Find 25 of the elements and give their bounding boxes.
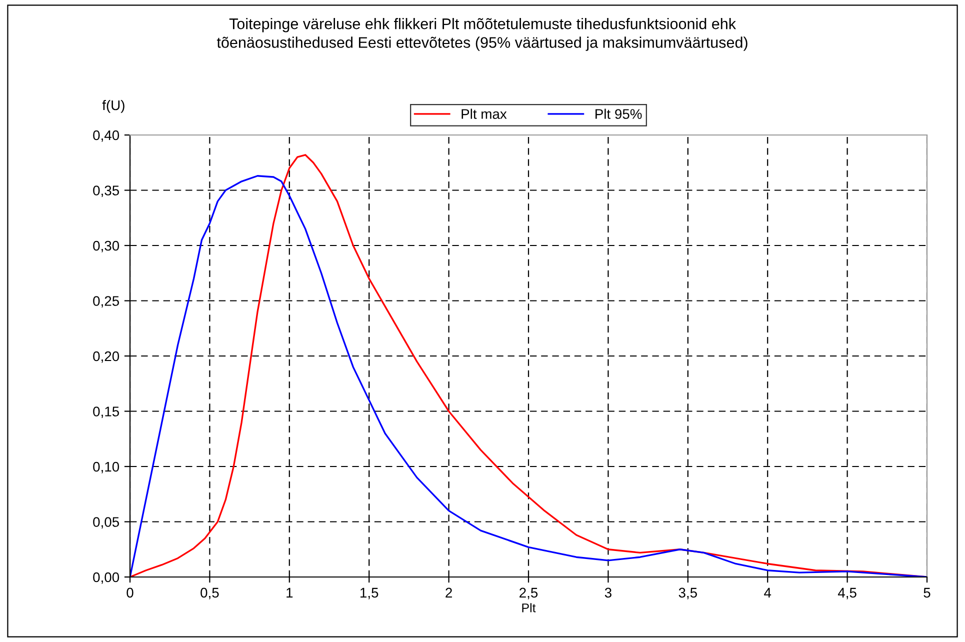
x-tick-label: 3,5	[678, 588, 697, 600]
y-tick-label: 0,05	[93, 517, 120, 529]
x-tick-label: 1	[286, 588, 293, 598]
x-tick-label: 2	[446, 588, 452, 598]
x-tick-label: 2,5	[520, 588, 538, 600]
chart-title: Toitepinge väreluse ehk flikkeri Plt mõõtetulemuste tihedusfunktsioonid ehk tõenäosustihedused Eesti ettevõtetes (95% väärtused ja maksimumväärtused)	[216, 18, 748, 51]
x-tick-label: 4,5	[838, 588, 856, 600]
x-tick-label: 3	[604, 588, 612, 598]
y-tick-label: 0,25	[93, 296, 120, 308]
x-tick-label: 0	[126, 588, 134, 598]
y-tick-label: 0,40	[93, 130, 120, 142]
x-tick-label: 1,5	[360, 588, 378, 600]
legend-label: Plt 95%	[596, 108, 642, 119]
y-tick-label: 0,15	[93, 406, 120, 418]
x-tick-label: 4	[764, 588, 772, 598]
y-tick-label: 0,00	[93, 572, 120, 584]
x-axis-title: Plt	[522, 603, 536, 612]
x-tick-label: 0,5	[200, 588, 219, 600]
y-tick-label: 0,35	[93, 186, 120, 198]
y-tick-label: 0,30	[93, 240, 120, 252]
y-tick-label: 0,10	[93, 462, 120, 474]
y-tick-label: 0,20	[93, 351, 120, 363]
x-tick-label: 5	[924, 588, 930, 598]
legend-label: Plt max	[462, 108, 507, 119]
y-axis-title: f(U)	[102, 100, 124, 113]
